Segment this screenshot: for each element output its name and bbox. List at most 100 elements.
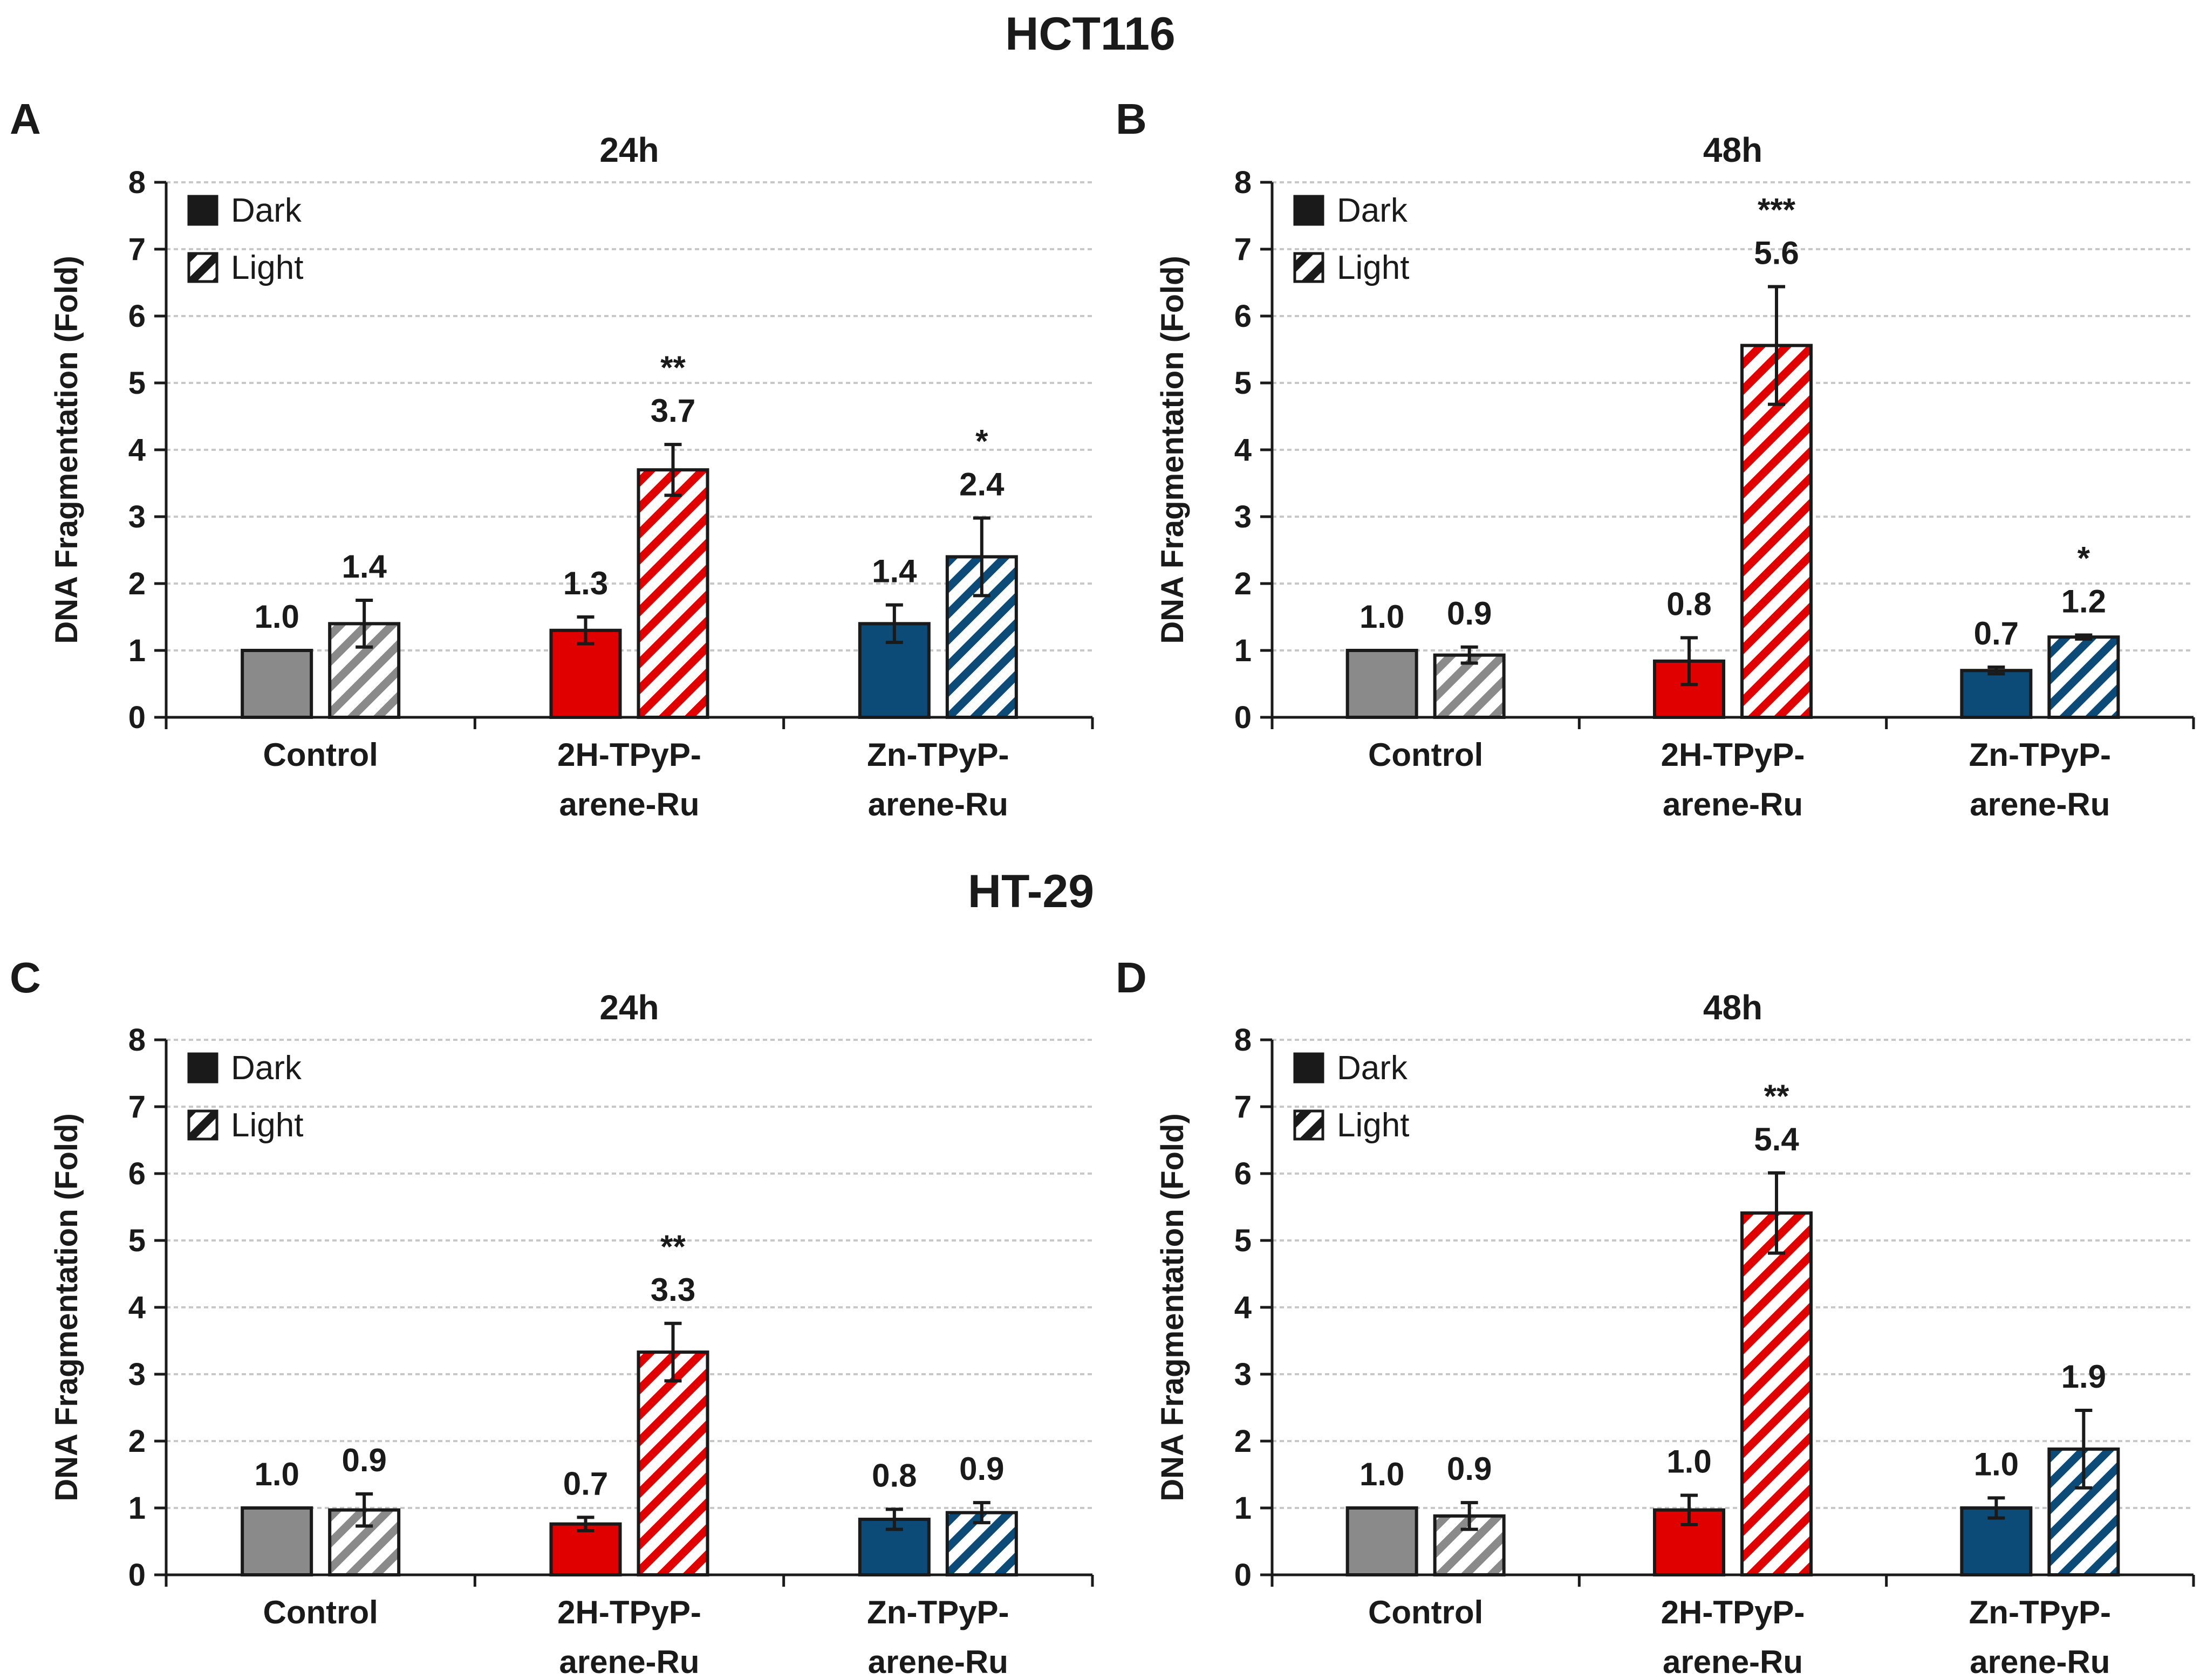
y-tick-label: 2 (1234, 1424, 1252, 1459)
y-tick-label: 1 (128, 1491, 146, 1526)
x-tick-label: Zn-TPyP- (1969, 737, 2111, 773)
y-tick-label: 1 (128, 633, 146, 668)
y-tick-label: 5 (1234, 1223, 1252, 1258)
legend-label-light: Light (231, 249, 303, 286)
chart-panel-c: C 24h 0 1 2 3 4 5 6 7 8 DNA Fragmentation (Fold) Dar… (10, 954, 1094, 1680)
y-tick-label: 3 (1234, 1357, 1252, 1392)
panel-letter: A (10, 95, 41, 143)
data-label: 0.8 (872, 1457, 917, 1493)
y-axis-label: DNA Fragmentation (Fold) (1155, 1113, 1190, 1501)
data-label: 1.0 (254, 1456, 299, 1492)
legend-label-dark: Dark (231, 192, 302, 229)
y-tick-label: 7 (1234, 1089, 1252, 1124)
y-tick-label: 1 (1234, 633, 1252, 668)
y-tick-label: 5 (128, 1223, 146, 1258)
bar-light-2 (1740, 344, 1813, 719)
x-tick-label: 2H-TPyP- (1661, 1594, 1805, 1630)
y-tick-label: 7 (128, 232, 146, 267)
bar-dark-1 (1345, 1506, 1418, 1576)
x-tick-label: 2H-TPyP- (557, 737, 701, 773)
y-tick-label: 4 (1234, 433, 1252, 468)
x-tick-label: arene-Ru (1663, 1644, 1803, 1677)
data-label: 1.3 (563, 565, 608, 601)
bar-light-2 (637, 468, 709, 719)
data-label: 3.3 (651, 1272, 695, 1308)
significance-marker: ** (660, 349, 686, 386)
data-label: 0.8 (1666, 586, 1711, 622)
data-label: 5.6 (1754, 235, 1799, 271)
y-tick-label: 3 (1234, 499, 1252, 534)
legend-label-light: Light (231, 1107, 303, 1144)
y-tick-label: 5 (1234, 366, 1252, 401)
legend-swatch-dark (1293, 1052, 1324, 1084)
chart-panel-d: D 48h 0 1 2 3 4 5 6 7 8 DNA Fragmentation (Fold) Dar… (1116, 954, 2195, 1680)
legend-label-light: Light (1337, 249, 1409, 286)
y-tick-label: 0 (128, 700, 146, 735)
data-label: 2.4 (959, 466, 1005, 502)
bar-dark-3 (858, 1518, 931, 1577)
data-label: 1.4 (872, 553, 917, 589)
y-tick-label: 0 (1234, 700, 1252, 735)
significance-marker: * (2078, 540, 2090, 576)
significance-marker: * (975, 423, 988, 459)
data-label: 1.9 (2061, 1359, 2106, 1395)
data-label: 1.2 (2061, 583, 2106, 619)
panel-letter: C (10, 954, 41, 1002)
x-tick-label: Zn-TPyP- (1969, 1594, 2111, 1630)
data-label: 1.0 (1359, 1456, 1404, 1492)
y-tick-label: 1 (1234, 1491, 1252, 1526)
chart-title: 48h (1703, 988, 1762, 1027)
data-label: 1.0 (1666, 1443, 1711, 1479)
x-tick-label: arene-Ru (1970, 1644, 2110, 1677)
data-label: 0.7 (563, 1465, 608, 1501)
data-label: 5.4 (1754, 1121, 1799, 1157)
x-tick-label: Control (1368, 1594, 1483, 1630)
x-tick-label: arene-Ru (868, 786, 1008, 822)
x-tick-label: 2H-TPyP- (557, 1594, 701, 1630)
y-tick-label: 7 (1234, 232, 1252, 267)
x-tick-label: Control (263, 737, 378, 773)
x-tick-label: 2H-TPyP- (1661, 737, 1805, 773)
y-tick-label: 3 (128, 1357, 146, 1392)
significance-marker: ** (1764, 1078, 1789, 1114)
y-tick-label: 4 (1234, 1290, 1252, 1325)
bar-dark-1 (241, 1506, 313, 1576)
x-tick-label: Zn-TPyP- (867, 737, 1009, 773)
y-tick-label: 8 (1234, 165, 1252, 200)
legend-swatch-dark (1293, 195, 1324, 226)
data-label: 1.0 (1974, 1446, 2019, 1482)
y-axis-label: DNA Fragmentation (Fold) (49, 1113, 84, 1501)
y-tick-label: 8 (128, 1023, 146, 1058)
y-tick-label: 4 (128, 433, 146, 468)
bar-dark-1 (241, 649, 313, 719)
y-tick-label: 2 (128, 566, 146, 601)
y-tick-label: 6 (128, 299, 146, 334)
y-tick-label: 0 (1234, 1558, 1252, 1593)
significance-marker: ** (660, 1229, 686, 1265)
x-tick-label: Zn-TPyP- (867, 1594, 1009, 1630)
y-tick-label: 3 (128, 499, 146, 534)
section-title-hct116: HCT116 (1005, 8, 1176, 60)
y-axis-label: DNA Fragmentation (Fold) (1155, 256, 1190, 644)
y-tick-label: 2 (128, 1424, 146, 1459)
legend-label-dark: Dark (1337, 192, 1408, 229)
y-tick-label: 6 (1234, 1156, 1252, 1191)
data-label: 1.0 (254, 599, 299, 635)
y-tick-label: 0 (128, 1558, 146, 1593)
significance-marker: *** (1758, 191, 1796, 228)
chart-panel-b: B 48h 0 1 2 3 4 5 6 7 8 DNA Fragmentation (Fold) Dar… (1116, 95, 2195, 822)
y-tick-label: 7 (128, 1089, 146, 1124)
bar-dark-1 (1345, 649, 1418, 719)
data-label: 0.7 (1974, 615, 2019, 652)
x-tick-label: arene-Ru (559, 1644, 699, 1677)
legend-swatch-light (187, 252, 218, 283)
bar-light-2 (1740, 1211, 1813, 1576)
x-tick-label: Control (263, 1594, 378, 1630)
chart-title: 24h (599, 131, 659, 169)
y-tick-label: 6 (1234, 299, 1252, 334)
bar-dark-3 (1960, 669, 2033, 719)
bar-light-3 (2047, 635, 2120, 719)
legend-label-dark: Dark (231, 1050, 302, 1087)
chart-title: 48h (1703, 131, 1762, 169)
